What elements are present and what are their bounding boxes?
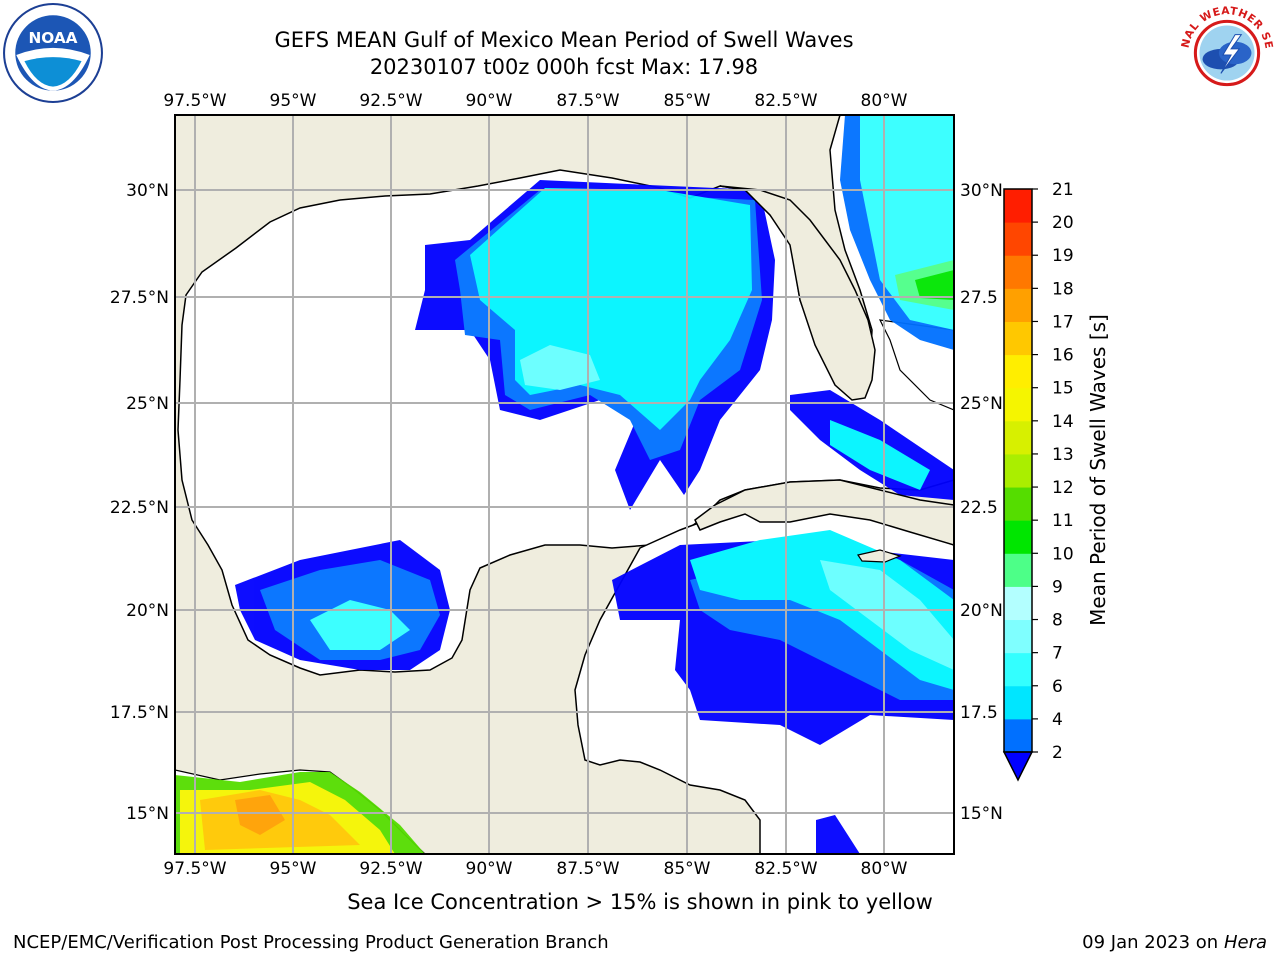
colorbar-tick-label: 14 <box>1052 412 1074 432</box>
lat-label-left: 17.5°N <box>110 703 169 723</box>
colorbar-tick-label: 10 <box>1052 544 1074 564</box>
colorbar-tick-label: 8 <box>1052 611 1063 631</box>
colorbar-extend-triangle <box>1002 751 1034 782</box>
map-frame <box>174 114 955 855</box>
footer-host: Hera <box>1223 932 1267 953</box>
colorbar-band <box>1004 420 1032 455</box>
chart-subtitle: 20230107 t00z 000h fcst Max: 17.98 <box>369 55 759 79</box>
colorbar-band <box>1004 619 1032 654</box>
colorbar-tick-label: 12 <box>1052 478 1074 498</box>
colorbar-tick-label: 11 <box>1052 511 1074 531</box>
colorbar-tick-label: 6 <box>1052 677 1063 697</box>
lon-label-top: 90°W <box>466 91 513 111</box>
lat-label-left: 15°N <box>126 804 169 824</box>
colorbar-band <box>1004 553 1032 587</box>
lat-label-right: 15°N <box>960 804 1003 824</box>
colorbar-band <box>1004 487 1032 521</box>
colorbar-tick-label: 2 <box>1052 743 1063 763</box>
lon-label-bottom: 80°W <box>861 859 908 879</box>
footer-date-text: 09 Jan 2023 on <box>1082 932 1224 953</box>
lat-label-right: 25°N <box>960 394 1003 414</box>
chart-title: GEFS MEAN Gulf of Mexico Mean Period of … <box>274 28 854 52</box>
lon-label-bottom: 87.5°W <box>556 859 619 879</box>
footer-credit: NCEP/EMC/Verification Post Processing Pr… <box>13 932 609 953</box>
lat-label-right: 20°N <box>960 601 1003 621</box>
jamaica <box>857 549 902 563</box>
colorbar-band <box>1004 453 1032 488</box>
lon-label-bottom: 97.5°W <box>163 859 226 879</box>
colorbar-band <box>1004 288 1032 322</box>
colorbar-tick-label: 9 <box>1052 577 1063 597</box>
lat-label-left: 27.5°N <box>110 288 169 308</box>
noaa-logo: NOAA <box>3 3 103 103</box>
lat-label-left: 30°N <box>126 181 169 201</box>
swell-field <box>175 115 954 854</box>
lon-label-bottom: 82.5°W <box>754 859 817 879</box>
lat-label-right: 30°N <box>960 181 1003 201</box>
noaa-logo-text: NOAA <box>28 29 77 47</box>
colorbar-band <box>1004 520 1032 554</box>
lon-label-bottom: 85°W <box>664 859 711 879</box>
lon-label-top: 80°W <box>861 91 908 111</box>
colorbar: 2 4 6 7 8 9 10 11 12 13 14 15 16 17 18 19 20 21 <box>1002 180 1074 782</box>
lat-label-left: 22.5°N <box>110 498 169 518</box>
colorbar-band <box>1004 685 1032 720</box>
colorbar-tick-label: 21 <box>1052 180 1074 200</box>
lat-label-left: 25°N <box>126 394 169 414</box>
lon-label-bottom: 90°W <box>466 859 513 879</box>
colorbar-band <box>1004 387 1032 422</box>
ice-note: Sea Ice Concentration > 15% is shown in … <box>347 890 933 914</box>
colorbar-band <box>1004 718 1032 753</box>
colorbar-tick-label: 15 <box>1052 379 1074 399</box>
graticule <box>175 115 954 854</box>
colorbar-tick-label: 13 <box>1052 445 1074 465</box>
colorbar-band <box>1004 354 1032 389</box>
nws-logo: NATIONAL WEATHER SERVICE <box>1176 2 1276 102</box>
lon-label-top: 87.5°W <box>556 91 619 111</box>
colorbar-band <box>1004 586 1032 621</box>
colorbar-tick-label: 17 <box>1052 312 1074 332</box>
lon-label-top: 97.5°W <box>163 91 226 111</box>
lat-label-left: 20°N <box>126 601 169 621</box>
lon-label-bottom: 92.5°W <box>359 859 422 879</box>
footer-date: 09 Jan 2023 on Hera <box>1082 932 1267 953</box>
florida <box>719 185 876 401</box>
colorbar-band <box>1004 255 1032 289</box>
cuba <box>694 479 954 546</box>
colorbar-band <box>1004 321 1032 356</box>
colorbar-band <box>1004 189 1032 223</box>
lon-label-top: 92.5°W <box>359 91 422 111</box>
lat-label-right: 27.5 <box>960 288 998 308</box>
lon-label-top: 85°W <box>664 91 711 111</box>
lon-label-top: 95°W <box>270 91 317 111</box>
lat-label-right: 22.5 <box>960 498 998 518</box>
colorbar-tick-label: 18 <box>1052 279 1074 299</box>
colorbar-band <box>1004 222 1032 256</box>
colorbar-band <box>1004 652 1032 687</box>
colorbar-tick-label: 19 <box>1052 246 1074 266</box>
lat-label-right: 17.5 <box>960 703 998 723</box>
lon-label-top: 82.5°W <box>754 91 817 111</box>
colorbar-tick-label: 7 <box>1052 644 1063 664</box>
colorbar-label: Mean Period of Swell Waves [s] <box>1086 314 1110 626</box>
colorbar-tick-label: 4 <box>1052 710 1063 730</box>
colorbar-frame <box>1003 188 1033 753</box>
colorbar-tick-label: 16 <box>1052 346 1074 366</box>
lon-label-bottom: 95°W <box>270 859 317 879</box>
colorbar-tick-label: 20 <box>1052 213 1074 233</box>
